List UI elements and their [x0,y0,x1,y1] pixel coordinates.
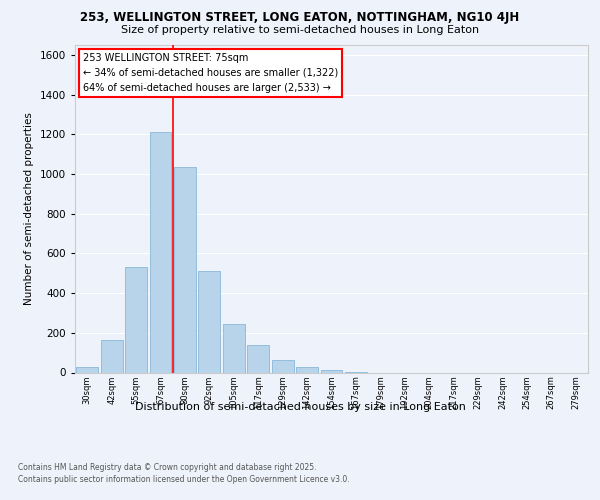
Bar [296,366,318,372]
Text: Distribution of semi-detached houses by size in Long Eaton: Distribution of semi-detached houses by … [134,402,466,412]
Bar [76,366,98,372]
Bar [223,324,245,372]
Bar [199,272,220,372]
Bar [174,167,196,372]
Text: Size of property relative to semi-detached houses in Long Eaton: Size of property relative to semi-detach… [121,25,479,35]
Text: 253 WELLINGTON STREET: 75sqm
← 34% of semi-detached houses are smaller (1,322)
6: 253 WELLINGTON STREET: 75sqm ← 34% of se… [83,53,338,93]
Text: Contains HM Land Registry data © Crown copyright and database right 2025.: Contains HM Land Registry data © Crown c… [18,462,317,471]
Bar [149,132,172,372]
Y-axis label: Number of semi-detached properties: Number of semi-detached properties [24,112,34,305]
Text: 253, WELLINGTON STREET, LONG EATON, NOTTINGHAM, NG10 4JH: 253, WELLINGTON STREET, LONG EATON, NOTT… [80,12,520,24]
Bar [125,268,147,372]
Bar [101,340,122,372]
Text: Contains public sector information licensed under the Open Government Licence v3: Contains public sector information licen… [18,475,350,484]
Bar [247,344,269,372]
Bar [272,360,293,372]
Bar [320,370,343,372]
